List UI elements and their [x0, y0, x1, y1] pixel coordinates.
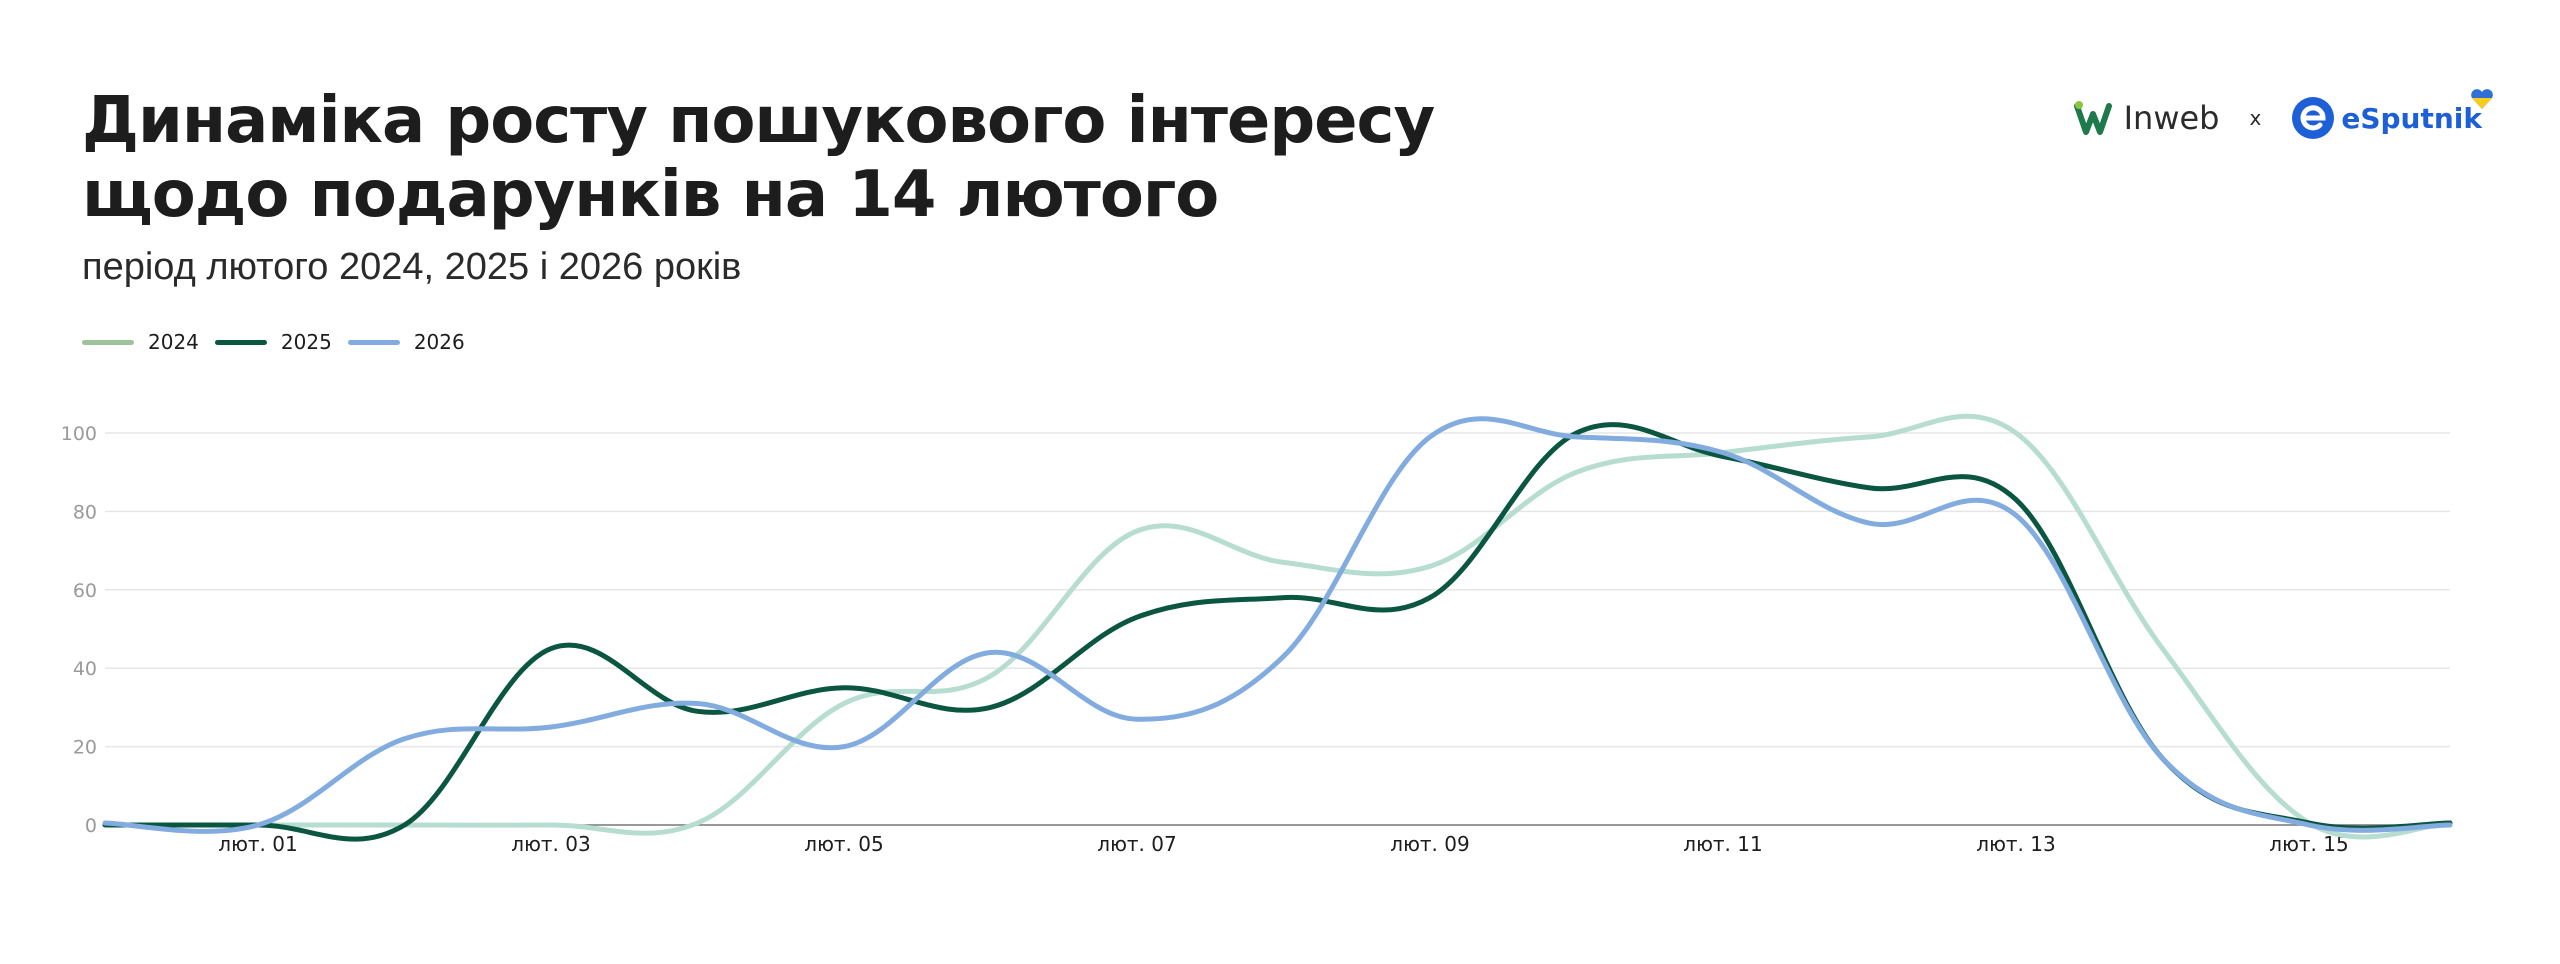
- y-tick-label-80: 80: [73, 501, 97, 523]
- chart-subtitle: період лютого 2024, 2025 і 2026 років: [82, 246, 742, 288]
- legend-item-2025: 2025: [214, 330, 332, 354]
- legend-swatch-2024: [82, 339, 134, 345]
- x-tick-label: лют. 07: [1097, 832, 1176, 856]
- legend-swatch-2025: [214, 339, 267, 345]
- chart-legend: 2024 2025 2026: [82, 330, 481, 354]
- chart-title-line-1: Динаміка росту пошукового інтересу: [82, 84, 1435, 158]
- esputnik-mark-icon: [2292, 97, 2335, 139]
- x-tick-label: лют. 03: [511, 832, 590, 856]
- series-line-2026: [102, 416, 2453, 834]
- logo-separator: x: [2249, 106, 2262, 130]
- y-axis: 0 20 40 60 80 100: [61, 423, 97, 837]
- legend-label-2024: 2024: [148, 330, 199, 354]
- legend-label-2026: 2026: [413, 330, 465, 354]
- legend-item-2026: 2026: [347, 330, 465, 354]
- esputnik-logo-text: eSputnik: [2341, 101, 2482, 135]
- x-tick-label: лют. 09: [1390, 832, 1469, 856]
- heart-icon: [2471, 89, 2493, 109]
- y-tick-label-100: 100: [61, 423, 97, 445]
- inweb-logo-text: Inweb: [2123, 99, 2220, 137]
- partner-logos: Inweb x eSputnik: [2073, 89, 2493, 140]
- series-layer: [102, 413, 2453, 842]
- legend-label-2025: 2025: [280, 330, 332, 354]
- y-tick-label-20: 20: [73, 737, 97, 759]
- series-line-2025: [102, 422, 2453, 842]
- inweb-logo: Inweb: [2073, 99, 2220, 137]
- y-tick-label-40: 40: [73, 658, 97, 680]
- x-tick-label: лют. 13: [1976, 832, 2055, 856]
- legend-swatch-2026: [347, 339, 400, 345]
- series-line-2024: [102, 413, 2453, 840]
- x-tick-label: лют. 05: [804, 832, 883, 856]
- chart-title: Динаміка росту пошукового інтересу щодо …: [82, 84, 1435, 232]
- legend-item-2024: 2024: [82, 330, 199, 354]
- x-tick-label: лют. 11: [1683, 832, 1762, 856]
- inweb-mark-icon: [2073, 101, 2112, 135]
- chart-title-line-2: щодо подарунків на 14 лютого: [82, 158, 1219, 232]
- y-tick-label-0: 0: [85, 815, 97, 837]
- y-tick-label-60: 60: [73, 580, 97, 602]
- x-axis: лют. 01 лют. 03 лют. 05 лют. 07 лют. 09 лют. …: [218, 832, 2348, 856]
- esputnik-logo: eSputnik: [2291, 89, 2493, 140]
- x-tick-label: лют. 01: [218, 832, 297, 856]
